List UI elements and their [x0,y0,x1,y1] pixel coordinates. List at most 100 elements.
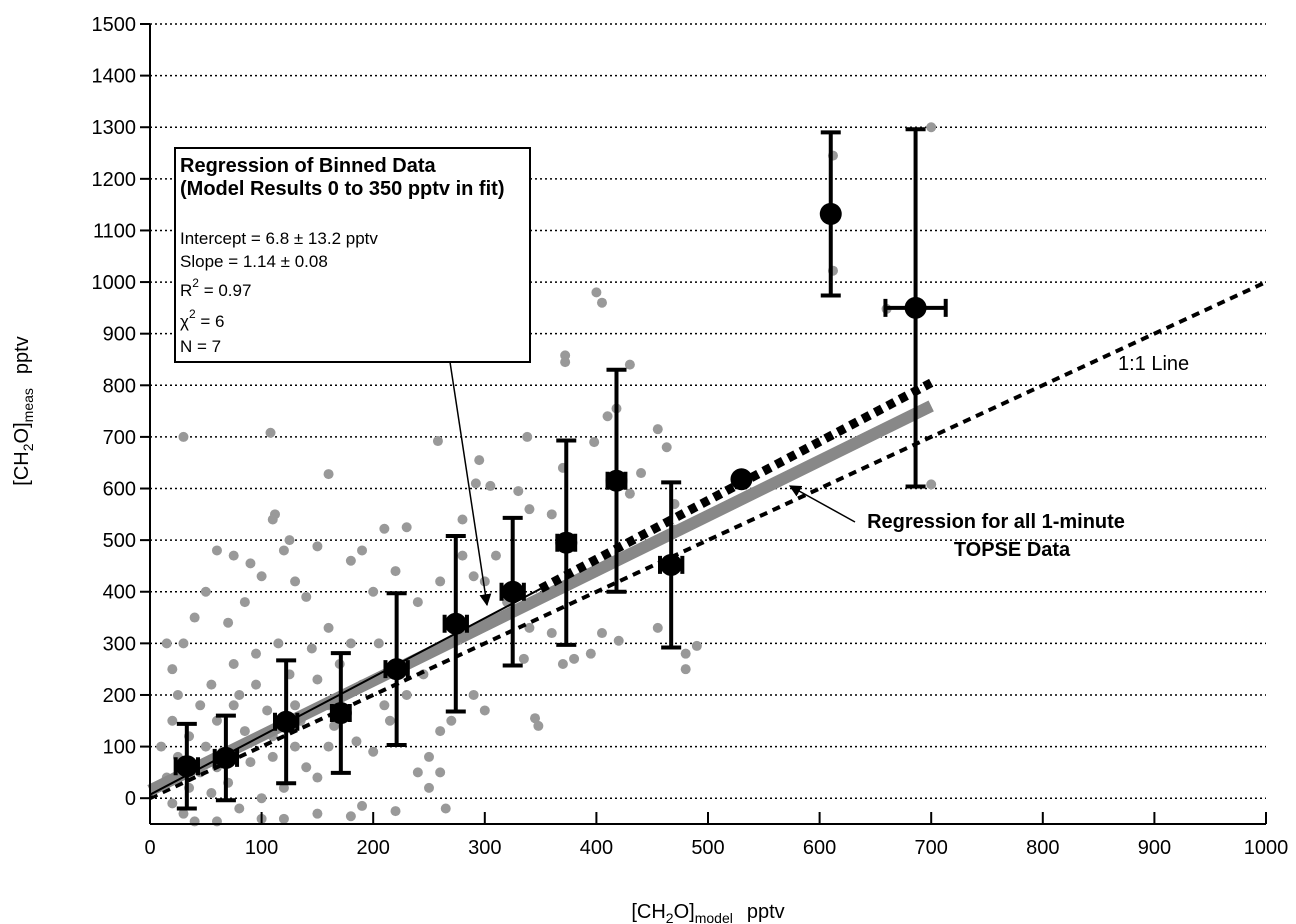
data-point [474,455,485,466]
data-point [312,541,323,552]
data-point [557,659,568,669]
data-point [530,713,541,724]
x-tick-label: 500 [691,837,724,859]
data-point [228,700,239,711]
x-axis-label-part: [CH [631,901,665,923]
data-point [435,726,446,737]
data-point [457,550,468,561]
data-point [156,741,167,752]
y-tick-label: 500 [103,530,136,552]
box-line: Slope = 1.14 ± 0.08 [180,252,328,271]
box-line-part: = 0.97 [199,281,251,300]
y-tick-label: 800 [103,375,136,397]
plot-area [147,122,1267,827]
box-title: (Model Results 0 to 350 pptv in fit) [180,178,504,200]
box-line-part: Intercept = 6.8 ± 13.2 pptv [180,229,378,248]
binned-point [444,612,467,635]
data-point [234,689,245,700]
y-tick-label: 200 [103,685,136,707]
data-point [446,715,457,726]
data-point [533,720,544,731]
data-point [691,640,702,651]
y-axis-label-part: O] [11,422,33,443]
data-point [401,522,412,533]
x-axis-label: [CH2O]model pptv [631,901,784,924]
box-line-part: Slope = 1.14 ± 0.08 [180,252,328,271]
box-title: Regression of Binned Data [180,155,436,177]
data-point [424,751,434,762]
data-point [301,762,312,773]
data-point [652,622,663,633]
box-line: χ2 = 6 [180,307,224,331]
data-point [284,535,295,546]
data-point [323,741,334,752]
y-axis-label: [CH2O]meas pptv [11,336,36,485]
data-point [345,638,356,649]
data-point [290,700,301,711]
data-point [379,523,390,534]
data-point [624,488,635,499]
x-tick-label: 1000 [1244,837,1289,859]
data-point [435,576,446,587]
y-axis-label-part: pptv [11,336,33,374]
binned-point [214,746,237,769]
binned-point [329,702,352,725]
box-line-part: R [180,281,192,300]
data-point [351,736,362,747]
arrow [788,485,856,523]
data-point [206,788,217,799]
data-point [306,643,317,654]
binned-point [501,580,524,603]
data-point [602,411,613,422]
data-point [167,798,178,809]
data-point [278,782,289,793]
y-tick-label: 1400 [92,66,137,88]
data-point [522,431,533,442]
data-point [390,566,401,577]
data-point [312,772,323,783]
data-point [161,638,172,649]
binned-point [904,296,927,319]
x-axis-label-part: 2 [666,910,674,924]
regression-label: TOPSE Data [954,539,1071,561]
data-point [256,793,267,804]
y-axis-label-part: meas [20,388,36,422]
data-point [239,726,250,737]
data-point [470,478,481,489]
data-point [278,545,289,556]
data-point [267,514,278,525]
x-tick-label: 400 [580,837,613,859]
data-point [379,700,390,711]
data-point [652,424,663,435]
data-point [680,648,691,659]
data-point [245,757,256,768]
binned-point [660,553,683,576]
data-point [596,297,607,308]
data-point [412,767,423,778]
data-point [479,705,490,716]
data-point [278,813,289,824]
data-point [323,469,334,480]
data-point [490,550,501,561]
arrow [449,361,492,607]
data-point [585,648,596,659]
x-tick-label: 300 [468,837,501,859]
box-line-part: = 6 [196,312,225,331]
regression-label: Regression for all 1-minute [867,511,1125,533]
data-point [513,486,524,497]
data-point [524,622,535,633]
data-point [424,782,434,793]
data-point [624,359,635,370]
data-point [178,808,189,819]
data-point [223,617,234,628]
data-point [468,689,479,700]
fit-line [149,280,1267,801]
binned-point [385,658,408,681]
data-point [546,628,557,639]
data-point [245,558,256,569]
binned-point [730,468,753,491]
data-point [596,628,607,639]
data-point [440,803,451,814]
y-tick-label: 1200 [92,169,137,191]
